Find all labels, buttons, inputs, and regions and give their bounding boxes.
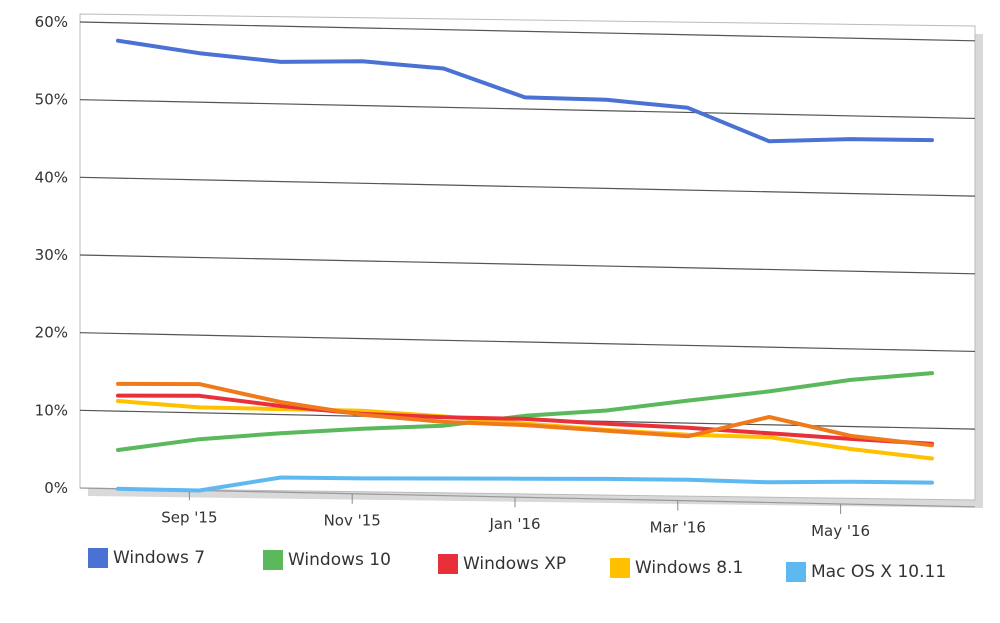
series-line-windows-xp	[116, 393, 934, 446]
legend-swatch	[263, 550, 283, 570]
y-tick-label: 50%	[35, 91, 68, 109]
y-tick-label: 40%	[35, 168, 68, 186]
legend-item: Windows XP	[438, 554, 566, 574]
legend-swatch	[88, 548, 108, 568]
y-tick-label: 10%	[35, 401, 68, 419]
x-tick-label: May '16	[811, 522, 870, 540]
y-tick-label: 30%	[35, 246, 68, 264]
legend-item: Windows 10	[263, 550, 391, 570]
legend-item: Windows 8.1	[610, 558, 743, 578]
series-line-windows-10	[116, 371, 934, 452]
x-tick-label: Mar '16	[650, 519, 706, 537]
x-tick-label: Jan '16	[488, 515, 540, 533]
gridlines	[79, 21, 976, 508]
legend-label: Windows 8.1	[635, 558, 744, 578]
series-lines	[116, 38, 934, 493]
series-line-unlabeled	[116, 381, 934, 448]
legend-label: Windows 10	[288, 550, 391, 570]
gridline	[79, 176, 976, 197]
legend-swatch	[610, 558, 630, 578]
y-tick-label: 20%	[35, 324, 68, 342]
gridline	[79, 21, 976, 42]
gridline	[79, 99, 976, 120]
x-tick-label: Nov '15	[324, 512, 381, 530]
legend: Windows 7 Windows 10 Windows XP Windows 8.1…	[88, 540, 988, 600]
legend-label: Windows 7	[113, 548, 206, 568]
x-axis-ticks: Sep '15 Nov '15 Jan '16 Mar '16 May '16	[161, 490, 870, 540]
gridline	[79, 254, 976, 275]
legend-item: Mac OS X 10.11	[786, 562, 946, 582]
legend-swatch	[438, 554, 458, 574]
series-line-windows-7	[116, 38, 934, 144]
y-tick-label: 0%	[44, 479, 68, 497]
series-line-mac-os-x-10-11	[116, 475, 934, 493]
legend-label: Windows XP	[463, 554, 567, 574]
gridline	[79, 332, 976, 353]
gridline	[79, 487, 976, 508]
legend-label: Mac OS X 10.11	[811, 562, 947, 582]
y-axis-ticks: 0% 10% 20% 30% 40% 50% 60%	[35, 13, 68, 497]
legend-swatch	[786, 562, 806, 582]
legend-item: Windows 7	[88, 548, 205, 568]
y-tick-label: 60%	[35, 13, 68, 31]
x-tick-label: Sep '15	[161, 508, 217, 526]
